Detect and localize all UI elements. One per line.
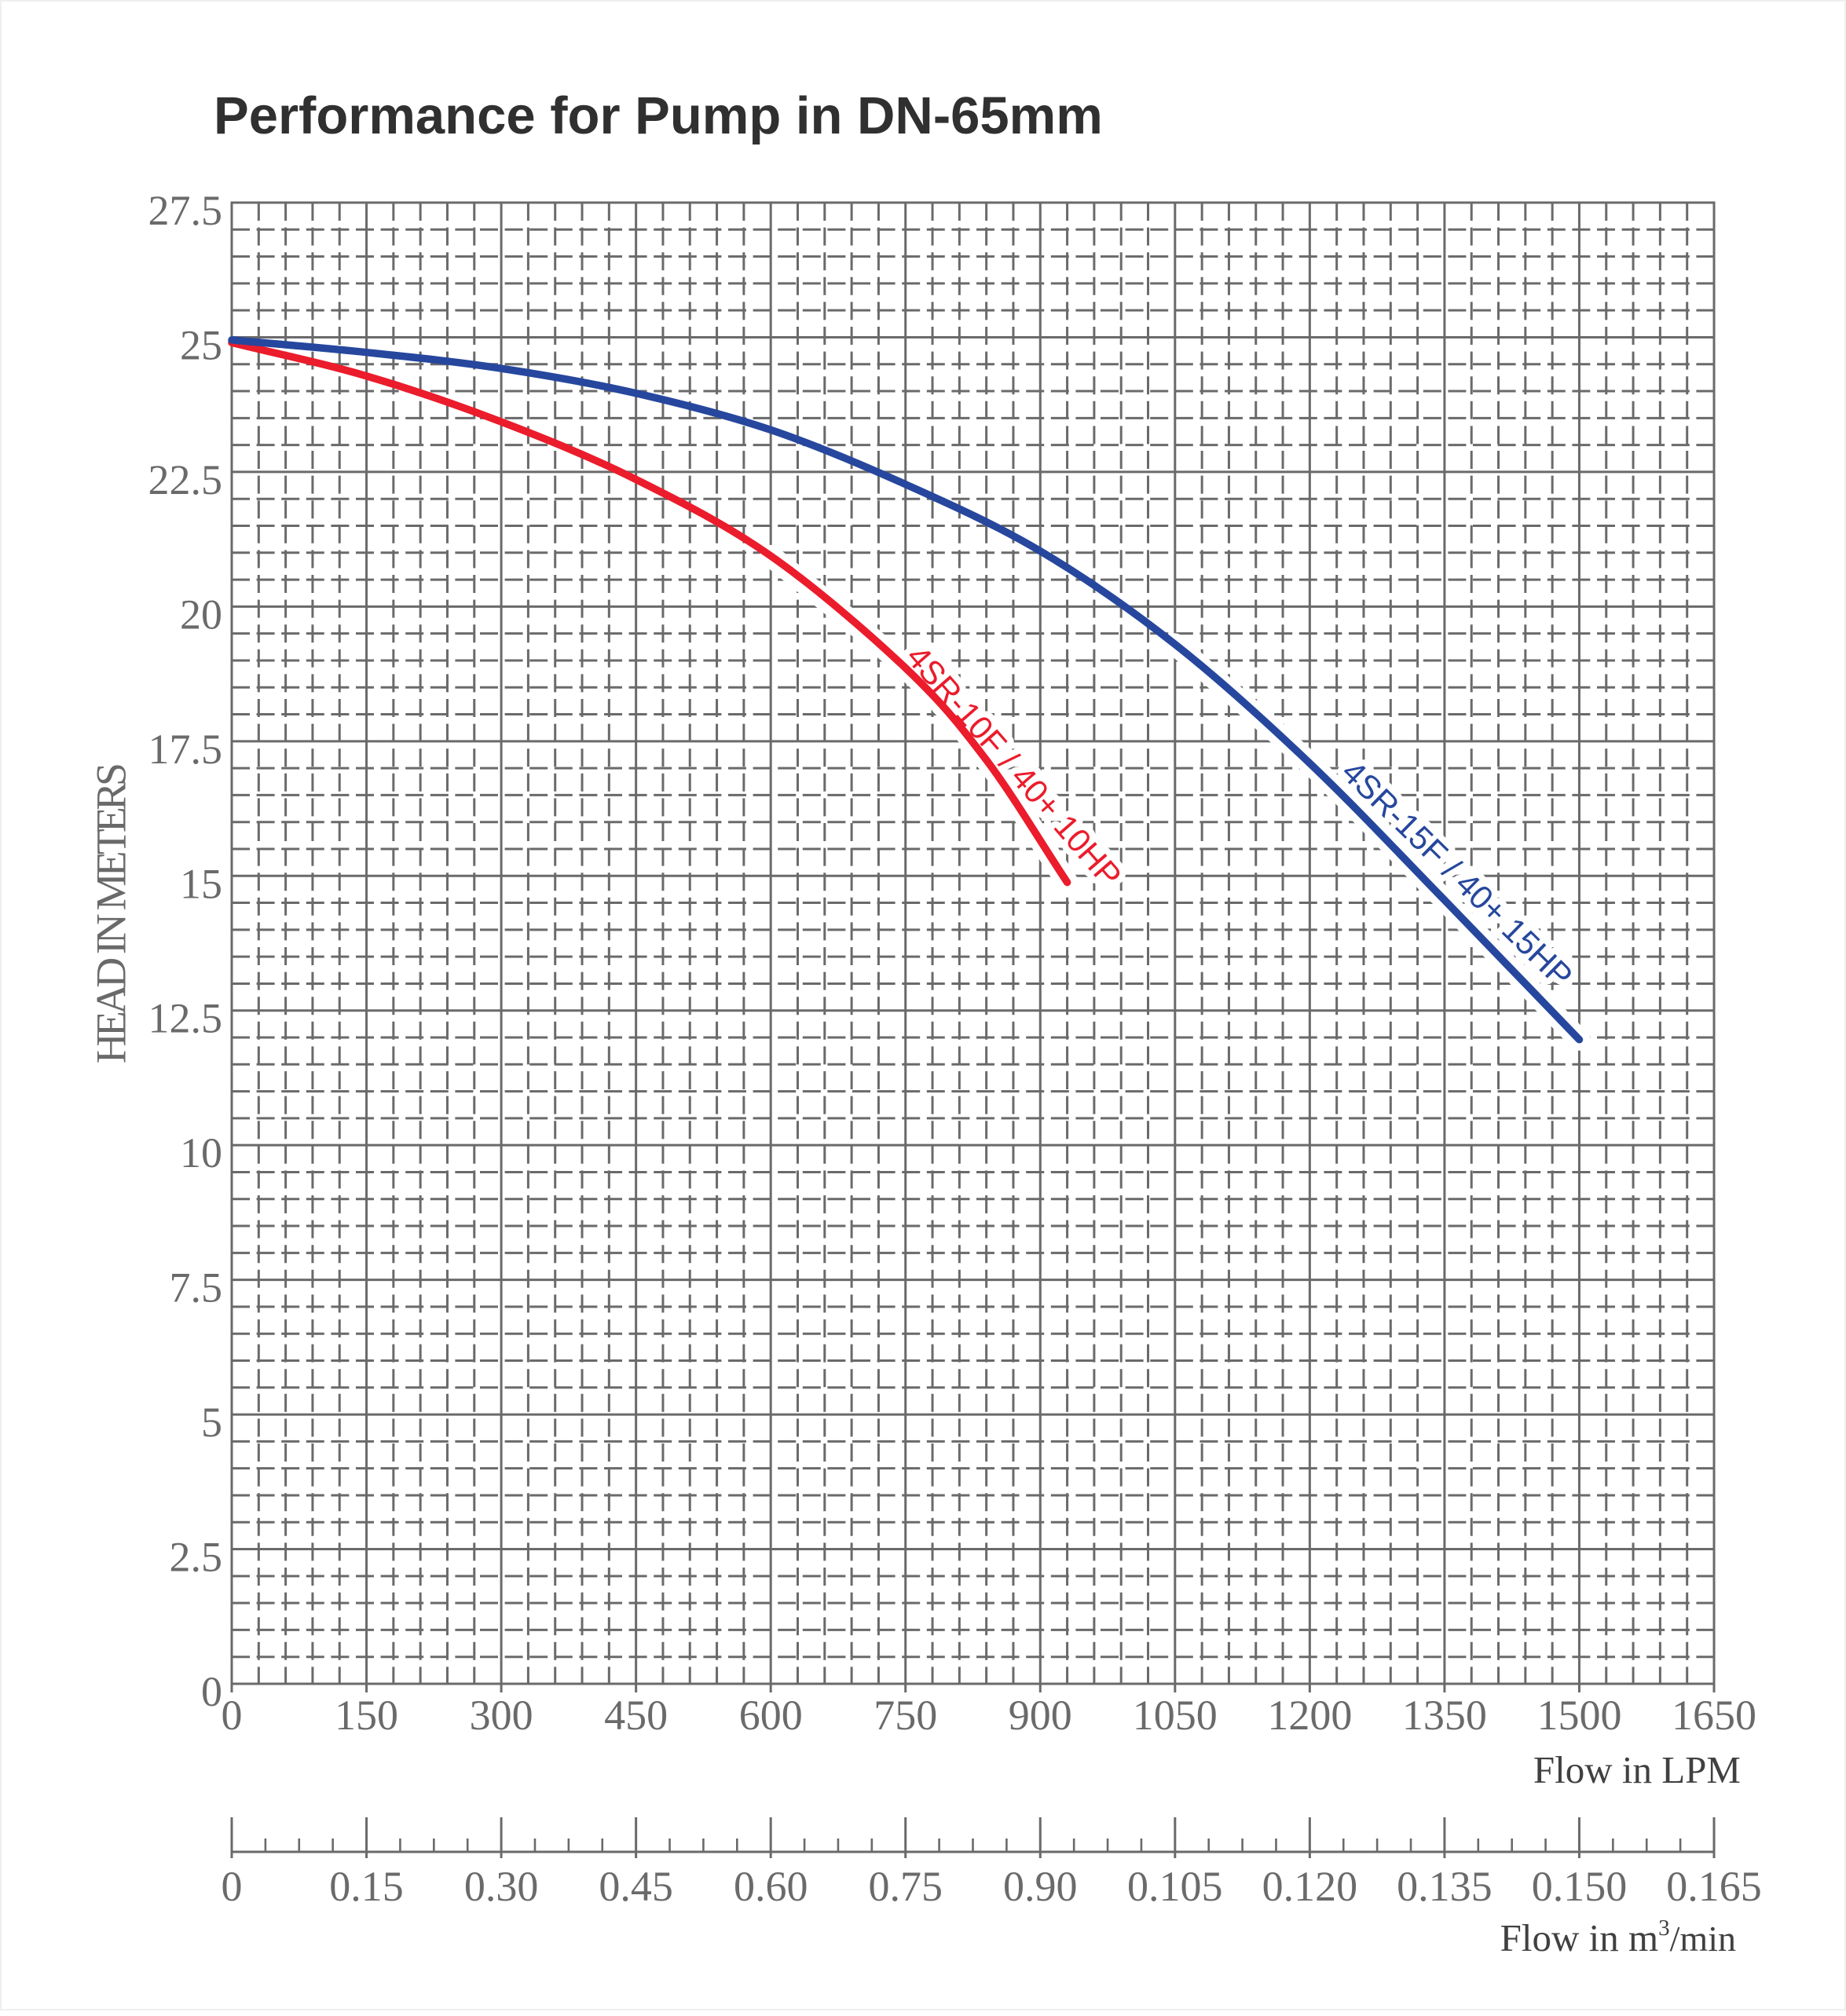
svg-text:0.60: 0.60 <box>734 1863 808 1910</box>
svg-text:150: 150 <box>335 1692 398 1739</box>
svg-text:1500: 1500 <box>1537 1692 1622 1739</box>
svg-text:0.165: 0.165 <box>1666 1863 1762 1910</box>
svg-text:25: 25 <box>180 322 222 369</box>
svg-text:0.45: 0.45 <box>599 1863 673 1910</box>
svg-text:0.90: 0.90 <box>1003 1863 1078 1910</box>
svg-text:22.5: 22.5 <box>148 456 223 503</box>
svg-text:17.5: 17.5 <box>148 726 223 773</box>
svg-text:1200: 1200 <box>1267 1692 1352 1739</box>
svg-text:Flow in m3/min: Flow in m3/min <box>1500 1915 1736 1959</box>
svg-text:600: 600 <box>739 1692 803 1739</box>
svg-text:0.135: 0.135 <box>1397 1863 1493 1910</box>
svg-text:300: 300 <box>470 1692 533 1739</box>
svg-text:15: 15 <box>180 860 222 907</box>
svg-text:0.150: 0.150 <box>1532 1863 1628 1910</box>
svg-text:12.5: 12.5 <box>148 995 223 1042</box>
svg-text:7.5: 7.5 <box>170 1264 223 1312</box>
svg-text:Performance for Pump in DN-65m: Performance for Pump in DN-65mm <box>214 86 1103 145</box>
svg-text:0: 0 <box>201 1668 222 1715</box>
svg-text:20: 20 <box>180 591 222 638</box>
svg-text:4SR-15F / 40+ 15HP: 4SR-15F / 40+ 15HP <box>1335 753 1580 995</box>
svg-text:1350: 1350 <box>1402 1692 1487 1739</box>
svg-text:10: 10 <box>180 1129 222 1176</box>
svg-text:27.5: 27.5 <box>148 187 223 234</box>
svg-text:HEAD IN METERS: HEAD IN METERS <box>88 765 135 1063</box>
svg-text:0: 0 <box>222 1863 243 1910</box>
svg-text:1650: 1650 <box>1672 1692 1756 1739</box>
svg-text:450: 450 <box>604 1692 668 1739</box>
svg-text:750: 750 <box>874 1692 937 1739</box>
svg-text:0: 0 <box>222 1692 243 1739</box>
svg-text:0.30: 0.30 <box>464 1863 539 1910</box>
svg-text:0.105: 0.105 <box>1127 1863 1223 1910</box>
svg-text:2.5: 2.5 <box>170 1534 223 1581</box>
svg-text:0.75: 0.75 <box>868 1863 943 1910</box>
svg-text:1050: 1050 <box>1133 1692 1218 1739</box>
svg-text:0.120: 0.120 <box>1262 1863 1358 1910</box>
svg-text:900: 900 <box>1009 1692 1072 1739</box>
svg-text:5: 5 <box>201 1399 222 1446</box>
svg-text:0.15: 0.15 <box>329 1863 404 1910</box>
svg-text:Flow in LPM: Flow in LPM <box>1533 1748 1741 1791</box>
